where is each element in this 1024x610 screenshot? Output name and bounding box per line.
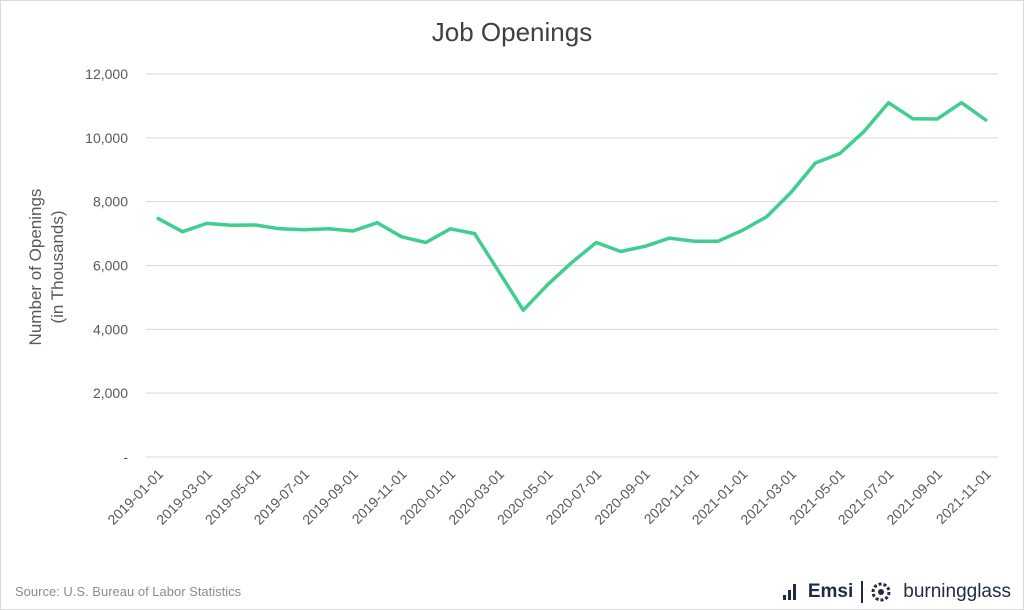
burningglass-logo: burningglass <box>903 581 1011 602</box>
burningglass-logo-icon <box>871 582 891 602</box>
logo-group: Emsi burningglass <box>782 577 1011 607</box>
source-note: Source: U.S. Bureau of Labor Statistics <box>15 584 242 599</box>
emsi-bars-icon <box>782 584 796 600</box>
emsi-logo: Emsi <box>807 581 854 602</box>
y-tick-label: - <box>123 449 128 465</box>
y-tick-label: 6,000 <box>93 258 128 274</box>
y-axis-title: (in Thousands) <box>48 210 67 323</box>
y-tick-label: 8,000 <box>93 194 128 210</box>
y-tick-label: 2,000 <box>93 385 128 401</box>
y-tick-label: 4,000 <box>93 321 128 337</box>
y-axis-title: Number of Openings <box>26 189 45 346</box>
series-line <box>156 100 988 312</box>
logo-divider <box>861 581 864 603</box>
chart-title: Job Openings <box>431 17 593 47</box>
y-tick-label: 10,000 <box>85 130 128 146</box>
y-tick-label: 12,000 <box>85 66 128 82</box>
